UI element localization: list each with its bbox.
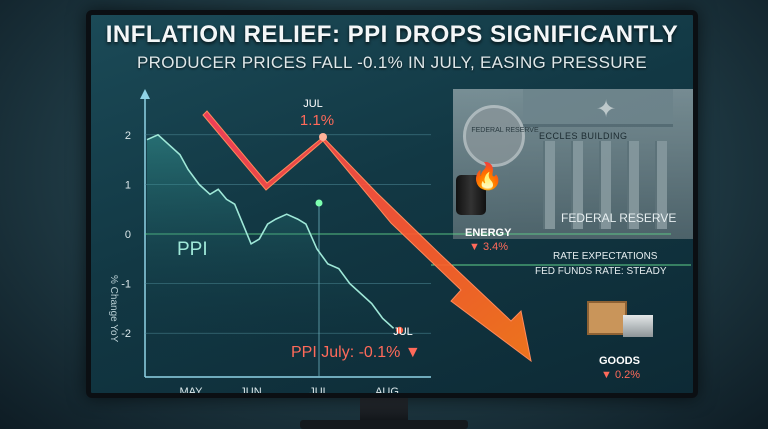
ppi-chart: 2 1 0 -1 -2% Change YoY MAY JUN JUL AUG JUL 1.1% JU…	[108, 89, 691, 393]
goods-value: ▼ 0.2%	[601, 369, 641, 381]
steel-bars-icon	[623, 315, 653, 337]
energy-label: ENERGY	[465, 227, 512, 239]
ppi-line	[146, 133, 395, 329]
trend-arrow	[202, 110, 532, 363]
eccles-building-label: ECCLES BUILDING	[539, 131, 628, 141]
energy-value: ▼ 3.4%	[469, 241, 509, 253]
y-tick-label: -2	[121, 328, 131, 340]
series-label: PPI	[177, 239, 208, 260]
x-tick-label: JUN	[240, 386, 261, 393]
page-title: INFLATION RELIEF: PPI DROPS SIGNIFICANTL…	[105, 21, 679, 48]
goods-label: GOODS	[599, 355, 640, 367]
ppi-area	[147, 134, 394, 363]
fed-funds-rate-label: FED FUNDS RATE: STEADY	[535, 266, 667, 277]
y-tick-label: 0	[125, 229, 131, 241]
end-marker	[396, 326, 404, 334]
x-tick-label: AUG	[375, 386, 399, 393]
jul-marker	[315, 199, 323, 207]
x-tick-label: JUL	[309, 386, 329, 393]
federal-reserve-label: FEDERAL RESERVE	[561, 211, 677, 225]
peak-marker	[319, 133, 327, 141]
monitor-screen: ✦ ECCLES BUILDING INFLATION RELIEF: PPI …	[86, 10, 698, 398]
monitor-stand-base	[300, 420, 468, 429]
peak-value-label: 1.1%	[300, 112, 334, 129]
goods-boxes-icon	[587, 301, 627, 335]
federal-reserve-seal-icon	[463, 105, 525, 167]
y-axis-label: % Change YoY	[108, 275, 119, 343]
rate-expectations-label: RATE EXPECTATIONS	[553, 251, 658, 262]
end-month-label: JUL	[393, 326, 413, 338]
flame-icon: 🔥	[471, 161, 504, 191]
y-tick-label: 2	[125, 130, 131, 142]
y-tick-label: 1	[125, 179, 131, 191]
peak-month-label: JUL	[303, 98, 323, 110]
ppi-july-label: PPI July: -0.1% ▼	[291, 344, 421, 361]
eagle-icon: ✦	[596, 96, 617, 123]
y-tick-label: -1	[121, 279, 131, 291]
oil-barrel-icon	[456, 175, 486, 215]
seal-text: FEDERAL RESERVE	[471, 127, 539, 134]
y-axis-arrow	[140, 89, 150, 99]
page-subtitle: PRODUCER PRICES FALL -0.1% IN JULY, EASI…	[136, 53, 648, 72]
x-tick-label: MAY	[179, 386, 203, 393]
